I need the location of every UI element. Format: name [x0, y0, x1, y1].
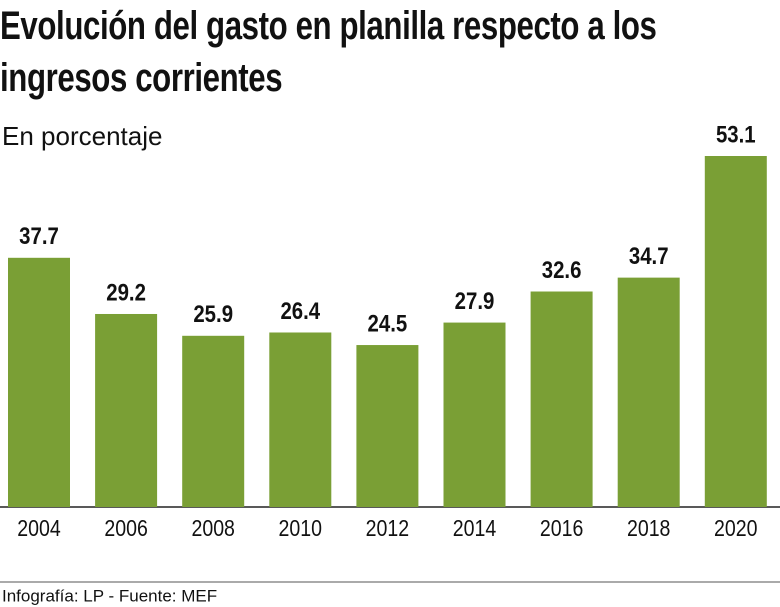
value-label: 29.2: [106, 279, 146, 306]
value-label: 32.6: [542, 256, 582, 283]
bar: [617, 277, 680, 507]
x-tick-label: 2016: [540, 516, 583, 542]
source-note: Infografía: LP - Fuente: MEF: [2, 586, 217, 605]
value-label: 34.7: [629, 242, 669, 269]
x-tick-label: 2010: [279, 516, 323, 542]
chart-title: Evolución del gasto en planilla respecto…: [0, 4, 657, 100]
bar: [182, 335, 245, 507]
value-label: 25.9: [193, 301, 233, 328]
value-label: 26.4: [280, 297, 320, 324]
bar: [356, 345, 419, 507]
x-tick-label: 2008: [191, 516, 234, 542]
bar: [95, 313, 158, 507]
value-label: 53.1: [716, 121, 756, 148]
value-label: 27.9: [455, 287, 495, 314]
x-tick-label: 2014: [453, 516, 497, 542]
bar: [443, 322, 506, 507]
bar: [530, 291, 593, 507]
value-label: 24.5: [368, 310, 408, 337]
bar: [8, 257, 70, 507]
x-tick-label: 2020: [714, 516, 758, 542]
value-label: 37.7: [19, 223, 59, 250]
bar: [269, 332, 332, 507]
bar: [704, 156, 767, 507]
x-tick-label: 2018: [627, 516, 670, 542]
x-tick-label: 2006: [104, 516, 147, 542]
x-tick-label: 2004: [17, 516, 61, 542]
chart-subtitle: En porcentaje: [2, 121, 162, 151]
x-tick-label: 2012: [366, 516, 409, 542]
